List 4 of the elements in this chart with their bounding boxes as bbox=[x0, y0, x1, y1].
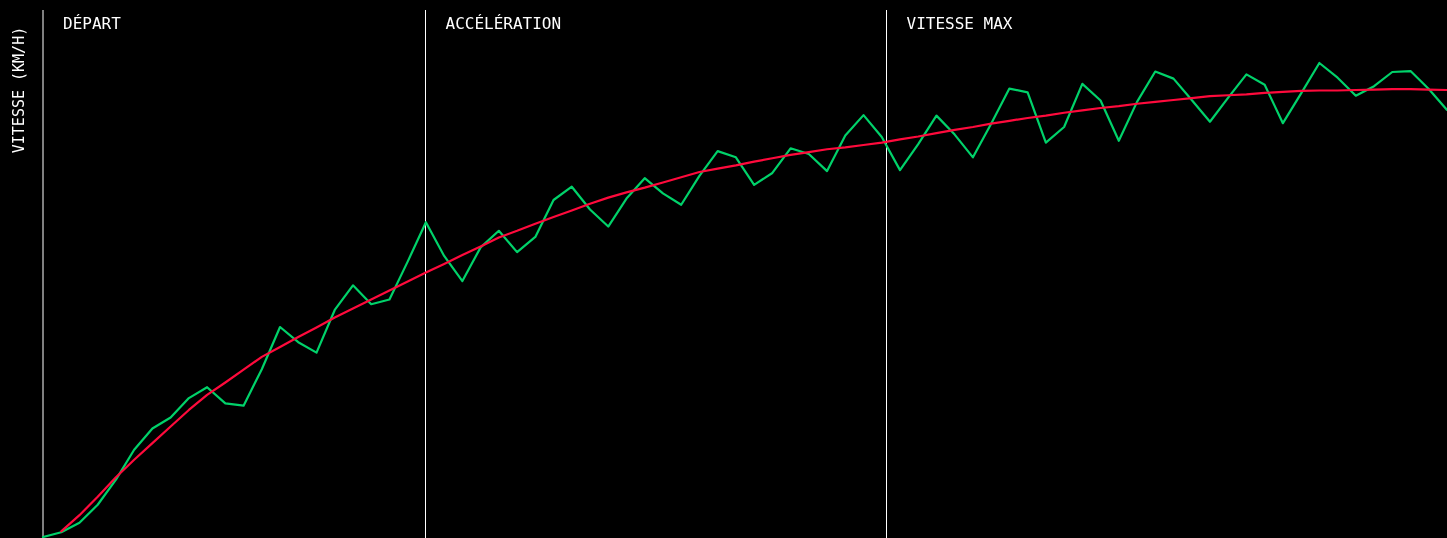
text: DÉPART bbox=[63, 14, 122, 33]
text: VITESSE MAX bbox=[906, 14, 1013, 33]
text: ACCÉLÉRATION bbox=[445, 14, 562, 33]
y-axis-title: VITESSE (KM/H) bbox=[10, 26, 28, 154]
